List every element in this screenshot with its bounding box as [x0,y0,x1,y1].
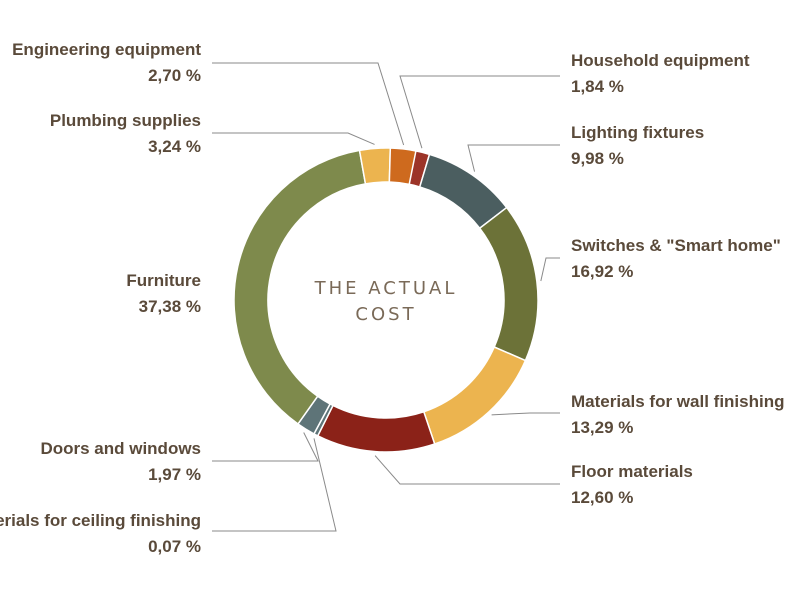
label-lighting-fixtures: Lighting fixtures 9,98 % [571,123,705,168]
label-engineering-equipment: Engineering equipment 2,70 % [12,40,201,85]
leader-line-3 [491,412,560,416]
label-plumbing-supplies: Plumbing supplies 3,24 % [49,111,201,156]
slice-4 [316,404,436,453]
label-household-equipment: Household equipment 1,84 % [571,51,750,96]
slice-2 [478,206,539,362]
leader-line-4 [374,455,560,485]
slice-8 [358,147,392,185]
slice-9 [388,147,417,186]
label-ceiling-finishing: Materials for ceiling finishing 0,07 % [0,511,201,556]
slice-3 [422,346,527,445]
leader-line-2 [540,257,560,282]
chart-title: THE ACTUAL COST [286,276,486,328]
leader-line-6 [212,432,319,462]
leader-line-1 [467,144,560,172]
leader-line-8 [212,132,375,145]
label-switches-smart-home: Switches & "Smart home" 16,92 % [571,236,781,281]
label-furniture: Furniture 37,38 % [126,271,201,316]
chart-title-line-2: COST [355,304,417,325]
chart-title-line-1: THE ACTUAL [314,278,458,299]
label-doors-and-windows: Doors and windows 1,97 % [40,439,201,484]
leader-line-5 [212,438,337,532]
label-floor-materials: Floor materials 12,60 % [571,462,693,507]
leader-line-9 [212,62,405,146]
leader-line-0 [399,75,560,149]
label-wall-finishing: Materials for wall finishing 13,29 % [571,392,785,437]
